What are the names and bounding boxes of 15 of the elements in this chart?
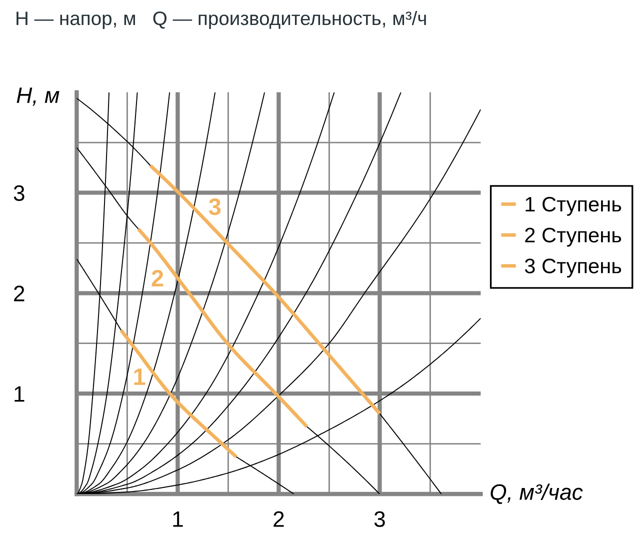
legend-label: 1 Ступень xyxy=(526,196,622,216)
legend-label: 2 Ступень xyxy=(525,228,622,247)
annotation: 2 xyxy=(152,270,164,286)
x-tick-label: 3 xyxy=(374,511,385,527)
chart-title: H — напор, м Q — производительность, м³/ч xyxy=(16,11,426,29)
y-tick-label: 1 xyxy=(14,386,24,402)
legend-label: 3 Ступень xyxy=(524,258,622,278)
x-tick-label: 1 xyxy=(173,511,183,527)
y-axis-title: H, м xyxy=(16,88,60,106)
x-axis-title: Q, м³/час xyxy=(490,484,583,504)
y-tick-label: 3 xyxy=(14,185,24,201)
annotation: 1 xyxy=(134,368,146,385)
y-tick-label: 2 xyxy=(14,286,24,302)
annotation: 3 xyxy=(208,198,221,216)
x-tick-label: 2 xyxy=(274,511,284,527)
